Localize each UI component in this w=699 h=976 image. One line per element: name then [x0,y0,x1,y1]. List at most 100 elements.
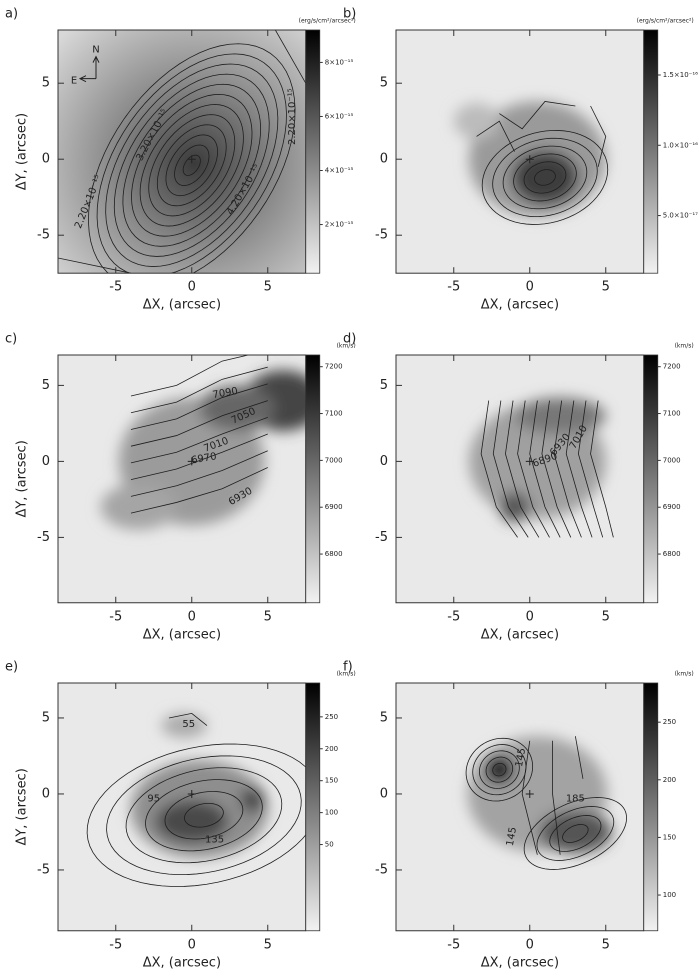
contour-line [130,467,268,514]
colorbar-tick-label: 150 [663,833,676,841]
contour-line [492,400,529,538]
colorbar-tick-label: 100 [325,809,338,817]
x-tick-label: 0 [188,609,196,624]
x-tick-label: 0 [526,937,534,952]
colorbar-unit: (km/s) [675,671,694,678]
contour-line [521,740,538,855]
x-tick-label: -5 [109,609,122,624]
x-axis-label: ΔX, (arcsec) [481,627,559,642]
contour-line [130,400,268,447]
y-tick-label: 5 [42,710,50,725]
y-tick-label: 0 [42,454,50,469]
contour-line [553,400,582,538]
x-tick-label: 5 [264,609,272,624]
contour-line [529,400,561,538]
contour-line [541,400,572,538]
contour-label: 145 [514,747,528,768]
contour-line [523,797,627,870]
x-tick-label: -5 [447,937,460,952]
y-tick-label: 5 [380,378,388,393]
x-tick-label: 5 [264,280,272,295]
contour-line [184,802,224,828]
x-tick-label: 0 [526,280,534,295]
contour-label: 2.20×10⁻¹⁵ [287,88,298,145]
colorbar [643,354,659,604]
panel-label: d) [343,332,356,347]
contour-label: 145 [505,826,519,847]
contour-line [534,169,556,186]
blobs [468,397,606,523]
y-tick-label: 5 [380,710,388,725]
x-tick-label: 5 [602,937,610,952]
y-tick-label: 5 [380,76,388,91]
colorbar-tick-label: 250 [663,718,676,726]
y-tick-label: -5 [375,530,388,545]
y-tick-label: 0 [380,786,388,801]
map-image [396,355,644,603]
y-tick-label: -5 [37,862,50,877]
map-image [58,683,306,931]
contour-label: 7090 [212,386,239,401]
contour-line [523,161,567,194]
contour-line [106,755,302,876]
y-axis-label: ΔY, (arcsec) [15,768,30,845]
colorbar-tick-label: 1.0×10⁻¹⁶ [663,141,698,149]
colorbar-tick-label: 200 [663,776,676,784]
emission-blob [538,810,612,854]
x-tick-label: 5 [602,280,610,295]
map-image [396,30,644,274]
panel-label: f) [343,660,353,675]
contour-line [131,93,253,237]
x-tick-label: 0 [188,937,196,952]
panel: -5 0 5 -5 0 5 ΔX, (arcsec) b) (erg/s/cm²/arcsec²… [343,7,698,313]
contour-line [130,366,268,414]
contour-line [58,257,132,274]
contour-line [113,73,270,257]
emission-blob [514,397,606,435]
map-image [58,30,306,274]
contour-line [164,791,244,840]
colorbar [643,682,659,932]
contour-line [130,383,268,430]
colorbar-tick-label: 250 [325,713,338,721]
colorbar-tick-label: 8×10⁻¹⁵ [325,58,354,66]
center-cross [525,457,534,466]
colorbar-tick-label: 5.0×10⁻¹⁷ [663,212,698,220]
center-cross [525,155,534,164]
x-tick-label: -5 [447,280,460,295]
panel-label: a) [5,7,18,22]
compass-arrows [78,55,100,83]
colorbar [305,682,321,932]
contour-line [125,767,283,864]
contour-line [590,105,607,167]
colorbar-tick-label: 6800 [325,550,343,558]
emission-blob [453,102,500,140]
contour-line [492,762,507,777]
contour-line [156,124,227,207]
emission-blob [240,787,265,813]
panel-label: c) [5,332,17,347]
contour-line [480,400,518,538]
contour-line [130,433,268,481]
colorbar [305,354,321,604]
colorbar-tick-label: 7000 [325,456,343,464]
contour-line [174,144,210,186]
blobs [453,101,606,217]
contour-line [130,355,250,397]
panel-label: e) [5,660,18,675]
map-image [58,355,306,603]
panel-label: b) [343,7,356,22]
panel: 2.20×10⁻¹⁵3.20×10⁻¹⁵4.20×10⁻¹⁵2.20×10⁻¹⁵… [5,7,356,313]
y-tick-label: 0 [42,152,50,167]
x-tick-label: 0 [526,609,534,624]
colorbar [643,29,659,274]
x-tick-label: 5 [264,937,272,952]
contour-line [275,30,306,84]
y-tick-label: 5 [42,378,50,393]
contour-line [182,154,201,176]
contour-line [165,134,218,197]
y-tick-label: -5 [37,530,50,545]
contour-line [590,400,614,538]
contour-line [513,153,577,202]
